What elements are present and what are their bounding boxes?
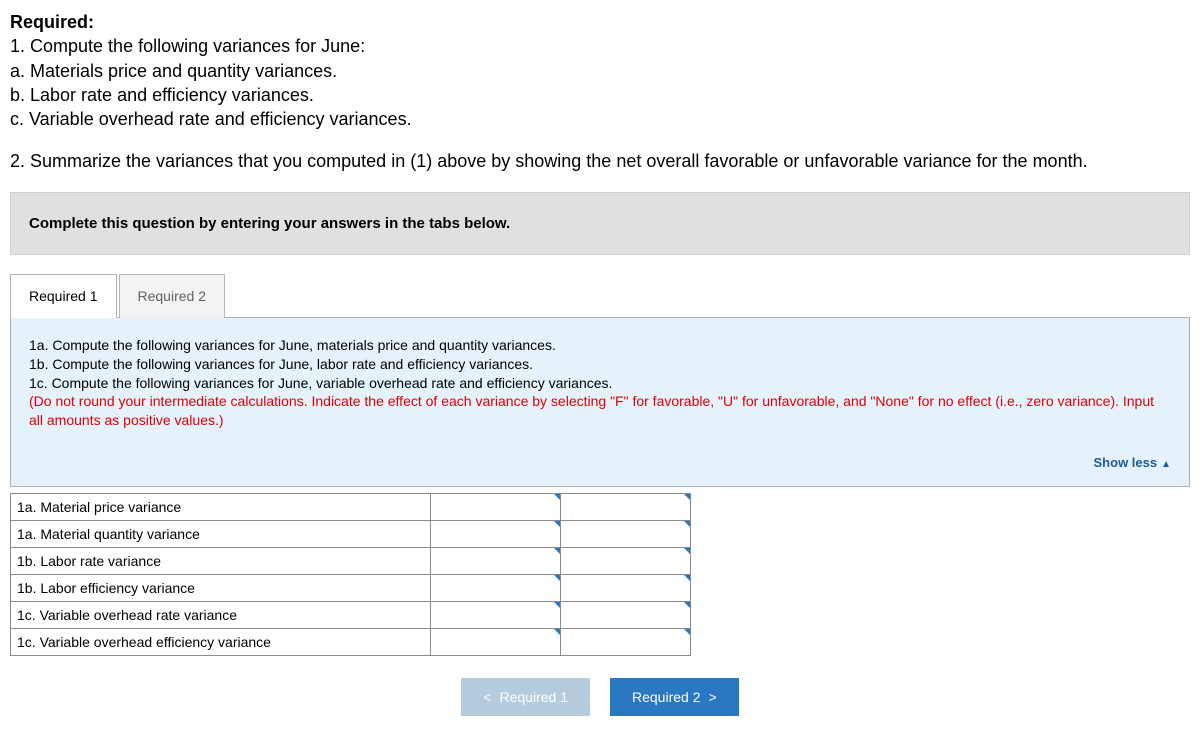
row-label: 1b. Labor rate variance bbox=[11, 547, 431, 574]
prev-button: < Required 1 bbox=[461, 678, 590, 716]
q-line2: 2. Summarize the variances that you comp… bbox=[10, 149, 1190, 173]
table-row: 1b. Labor efficiency variance bbox=[11, 574, 691, 601]
panel-required-1: 1a. Compute the following variances for … bbox=[10, 318, 1190, 487]
table-row: 1b. Labor rate variance bbox=[11, 547, 691, 574]
amount-input-1b-eff[interactable] bbox=[431, 574, 561, 601]
row-label: 1b. Labor efficiency variance bbox=[11, 574, 431, 601]
panel-text: 1a. Compute the following variances for … bbox=[29, 336, 1171, 430]
amount-input-1c-rate[interactable] bbox=[431, 601, 561, 628]
tab-required-2[interactable]: Required 2 bbox=[119, 274, 226, 318]
panel-note: (Do not round your intermediate calculat… bbox=[29, 392, 1171, 430]
required-header: Required: bbox=[10, 12, 94, 32]
row-label: 1c. Variable overhead rate variance bbox=[11, 601, 431, 628]
amount-input-1a-price[interactable] bbox=[431, 493, 561, 520]
chevron-left-icon: < bbox=[483, 689, 491, 705]
instruction-bar: Complete this question by entering your … bbox=[10, 192, 1190, 255]
panel-p1: 1a. Compute the following variances for … bbox=[29, 336, 1171, 355]
table-row: 1c. Variable overhead efficiency varianc… bbox=[11, 628, 691, 655]
next-button[interactable]: Required 2 > bbox=[610, 678, 739, 716]
tab-required-1[interactable]: Required 1 bbox=[10, 274, 117, 318]
row-label: 1a. Material quantity variance bbox=[11, 520, 431, 547]
q-line1: 1. Compute the following variances for J… bbox=[10, 34, 1190, 58]
q-line1a: a. Materials price and quantity variance… bbox=[10, 59, 1190, 83]
amount-input-1a-qty[interactable] bbox=[431, 520, 561, 547]
q-line1b: b. Labor rate and efficiency variances. bbox=[10, 83, 1190, 107]
prev-button-label: Required 1 bbox=[500, 689, 569, 705]
show-less-button[interactable]: Show less bbox=[29, 454, 1171, 472]
panel-p2: 1b. Compute the following variances for … bbox=[29, 355, 1171, 374]
table-row: 1a. Material quantity variance bbox=[11, 520, 691, 547]
effect-input-1b-rate[interactable] bbox=[561, 547, 691, 574]
amount-input-1b-rate[interactable] bbox=[431, 547, 561, 574]
chevron-right-icon: > bbox=[709, 689, 717, 705]
question-text: Required: 1. Compute the following varia… bbox=[10, 10, 1190, 174]
row-label: 1c. Variable overhead efficiency varianc… bbox=[11, 628, 431, 655]
effect-input-1c-eff[interactable] bbox=[561, 628, 691, 655]
panel-p3: 1c. Compute the following variances for … bbox=[29, 374, 1171, 393]
next-button-label: Required 2 bbox=[632, 689, 701, 705]
effect-input-1b-eff[interactable] bbox=[561, 574, 691, 601]
amount-input-1c-eff[interactable] bbox=[431, 628, 561, 655]
row-label: 1a. Material price variance bbox=[11, 493, 431, 520]
table-row: 1a. Material price variance bbox=[11, 493, 691, 520]
effect-input-1a-price[interactable] bbox=[561, 493, 691, 520]
tabs: Required 1 Required 2 bbox=[10, 273, 1190, 318]
effect-input-1c-rate[interactable] bbox=[561, 601, 691, 628]
effect-input-1a-qty[interactable] bbox=[561, 520, 691, 547]
table-row: 1c. Variable overhead rate variance bbox=[11, 601, 691, 628]
q-line1c: c. Variable overhead rate and efficiency… bbox=[10, 107, 1190, 131]
nav-buttons: < Required 1 Required 2 > bbox=[10, 678, 1190, 716]
variance-table: 1a. Material price variance 1a. Material… bbox=[10, 493, 691, 656]
